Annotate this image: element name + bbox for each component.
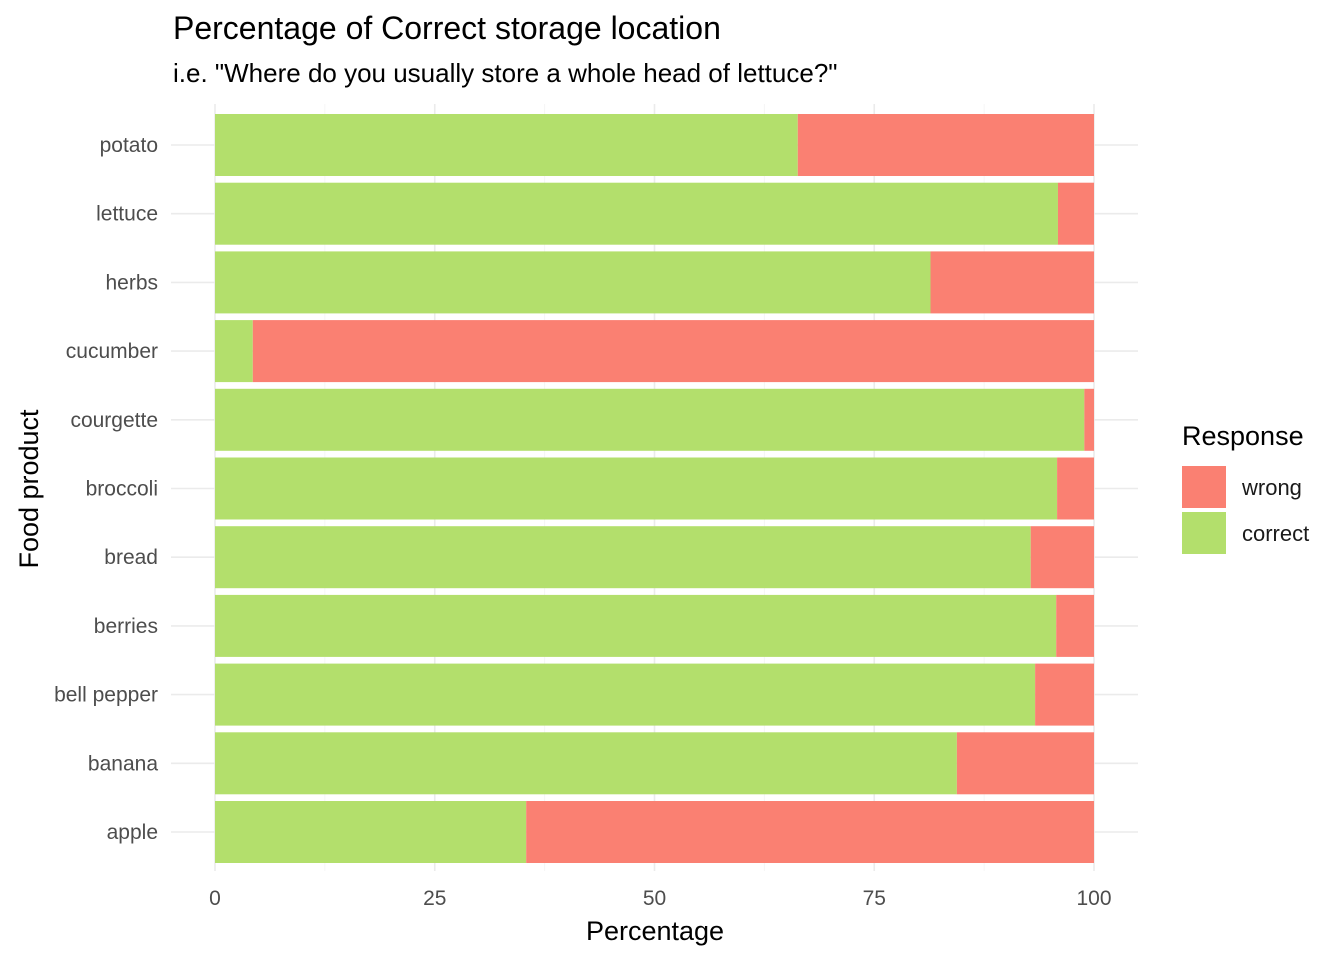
legend-swatch-wrong bbox=[1182, 466, 1226, 508]
bar-wrong-apple bbox=[526, 801, 1094, 863]
x-tick-label: 0 bbox=[209, 887, 221, 910]
bar-wrong-herbs bbox=[930, 251, 1094, 314]
bar-wrong-courgette bbox=[1084, 388, 1094, 451]
chart-title: Percentage of Correct storage location bbox=[173, 10, 721, 46]
y-tick-label: bell pepper bbox=[54, 684, 158, 707]
bar-wrong-bread bbox=[1030, 526, 1094, 589]
bar-correct-broccoli bbox=[215, 457, 1058, 520]
x-tick-label: 50 bbox=[643, 887, 666, 910]
bar-wrong-bell-pepper bbox=[1035, 663, 1094, 726]
bar-correct-lettuce bbox=[215, 182, 1058, 245]
bar-wrong-banana bbox=[956, 732, 1094, 795]
bar-wrong-berries bbox=[1056, 594, 1094, 657]
bar-correct-herbs bbox=[215, 251, 931, 314]
bar-correct-apple bbox=[215, 801, 527, 863]
chart-subtitle: i.e. "Where do you usually store a whole… bbox=[173, 58, 838, 88]
y-tick-label: lettuce bbox=[96, 203, 158, 226]
y-axis-label: Food product bbox=[14, 409, 44, 569]
bar-correct-courgette bbox=[215, 388, 1085, 451]
bar-wrong-broccoli bbox=[1057, 457, 1094, 520]
bars bbox=[215, 114, 1094, 863]
y-tick-label: apple bbox=[107, 821, 158, 844]
y-tick-label: broccoli bbox=[86, 478, 158, 501]
x-tick-label: 75 bbox=[863, 887, 886, 910]
x-tick-label: 25 bbox=[423, 887, 446, 910]
y-tick-label: banana bbox=[88, 752, 158, 775]
bar-correct-berries bbox=[215, 594, 1057, 657]
bar-wrong-potato bbox=[797, 114, 1094, 176]
x-tick-label: 100 bbox=[1076, 887, 1111, 910]
bar-correct-cucumber bbox=[215, 320, 253, 383]
bar-wrong-lettuce bbox=[1057, 182, 1094, 245]
bar-correct-potato bbox=[215, 114, 798, 176]
y-tick-label: courgette bbox=[70, 409, 158, 432]
y-tick-label: bread bbox=[104, 546, 158, 569]
legend-label-correct: correct bbox=[1242, 521, 1310, 546]
bar-correct-bell-pepper bbox=[215, 663, 1036, 726]
bar-correct-bread bbox=[215, 526, 1031, 589]
ticks: apple banana bell pepper berries bread brocco… bbox=[54, 134, 1111, 910]
y-tick-label: cucumber bbox=[66, 340, 158, 363]
bar-wrong-cucumber bbox=[252, 320, 1094, 383]
x-axis-label: Percentage bbox=[586, 916, 724, 946]
y-tick-label: herbs bbox=[105, 271, 158, 294]
legend-label-wrong: wrong bbox=[1242, 475, 1302, 500]
y-tick-label: berries bbox=[94, 615, 158, 638]
legend-title: Response bbox=[1182, 421, 1304, 451]
legend-swatch-correct bbox=[1182, 512, 1226, 554]
y-tick-label: potato bbox=[100, 134, 158, 157]
bar-correct-banana bbox=[215, 732, 957, 795]
